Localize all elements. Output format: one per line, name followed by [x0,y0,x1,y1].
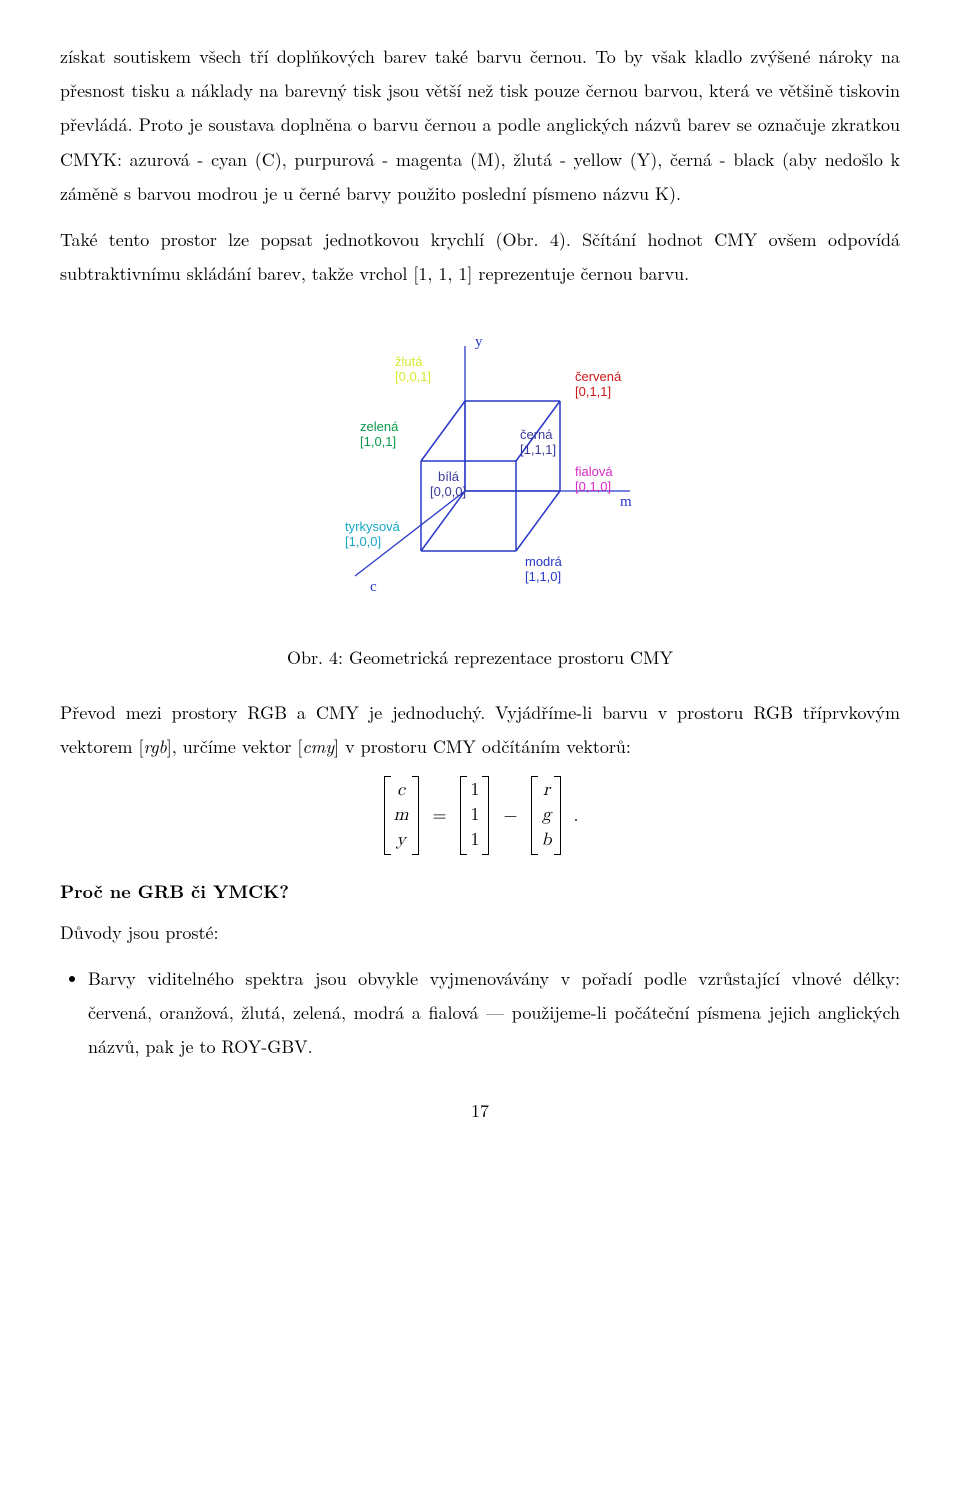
m-y: y [396,828,406,853]
axis-c-label: c [370,579,377,595]
paragraph-4: Důvody jsou prosté: [60,916,900,950]
bullet-1: Barvy viditelného spektra jsou obvykle v… [88,962,900,1065]
para3-cmy: cmy [302,734,334,759]
m-1c: 1 [470,828,479,853]
m-b: b [541,828,551,853]
period: . [573,807,578,825]
coord-cerna: [1,1,1] [520,442,556,457]
coord-fialova: [0,1,0] [575,479,611,494]
label-modra: modrá [525,554,563,569]
matrix-rgb: r g b [531,776,561,856]
label-zelena: zelená [360,419,399,434]
figure-caption: Obr. 4: Geometrická reprezentace prostor… [60,641,900,675]
matrix-cmy: c m y [384,776,419,856]
m-r: r [543,778,550,803]
m-g: g [542,803,551,828]
axis-m-label: m [620,494,632,510]
matrix-equation: c m y = 1 1 1 − r g b . [60,776,900,856]
label-bila: bílá [438,469,460,484]
coord-modra: [1,1,0] [525,569,561,584]
page-number: 17 [60,1094,900,1128]
paragraph-3: Převod mezi prostory RGB a CMY je jednod… [60,696,900,764]
heading-grb-ymck: Proč ne GRB či YMCK? [60,875,900,909]
cmy-cube-svg: y m c žlutá [0,0,1] zelená [1,0,1] červe… [270,321,690,621]
para3-b: ], určíme vektor [ [167,734,303,759]
para3-rgb: rgb [144,734,167,759]
m-m: m [394,803,409,828]
matrix-ones: 1 1 1 [460,776,489,856]
label-fialova: fialová [575,464,613,479]
paragraph-2: Také tento prostor lze popsat jednotkovo… [60,223,900,291]
m-c: c [397,778,405,803]
bullet-list: Barvy viditelného spektra jsou obvykle v… [60,962,900,1065]
label-cerna: černá [520,427,553,442]
coord-tyrkysova: [1,0,0] [345,534,381,549]
label-zluta: žlutá [395,354,423,369]
equals-sign: = [432,807,446,825]
coord-zluta: [0,0,1] [395,369,431,384]
coord-cervena: [0,1,1] [575,384,611,399]
label-cervena: červená [575,369,622,384]
minus-sign: − [503,807,517,825]
figure-cmy-cube: y m c žlutá [0,0,1] zelená [1,0,1] červe… [60,321,900,621]
para3-c: ] v prostoru CMY odčítáním vektorů: [334,734,631,759]
coord-bila: [0,0,0] [430,484,466,499]
axis-y-label: y [475,334,483,350]
coord-zelena: [1,0,1] [360,434,396,449]
m-1a: 1 [470,778,479,803]
paragraph-1: získat soutiskem všech tří doplňkových b… [60,40,900,211]
m-1b: 1 [470,803,479,828]
label-tyrkysova: tyrkysová [345,519,401,534]
